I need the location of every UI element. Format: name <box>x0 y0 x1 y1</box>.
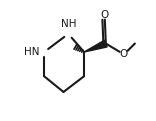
Text: O: O <box>120 49 128 59</box>
Text: O: O <box>100 10 109 19</box>
Text: HN: HN <box>24 47 39 57</box>
Polygon shape <box>84 40 107 52</box>
Text: NH: NH <box>61 19 76 29</box>
